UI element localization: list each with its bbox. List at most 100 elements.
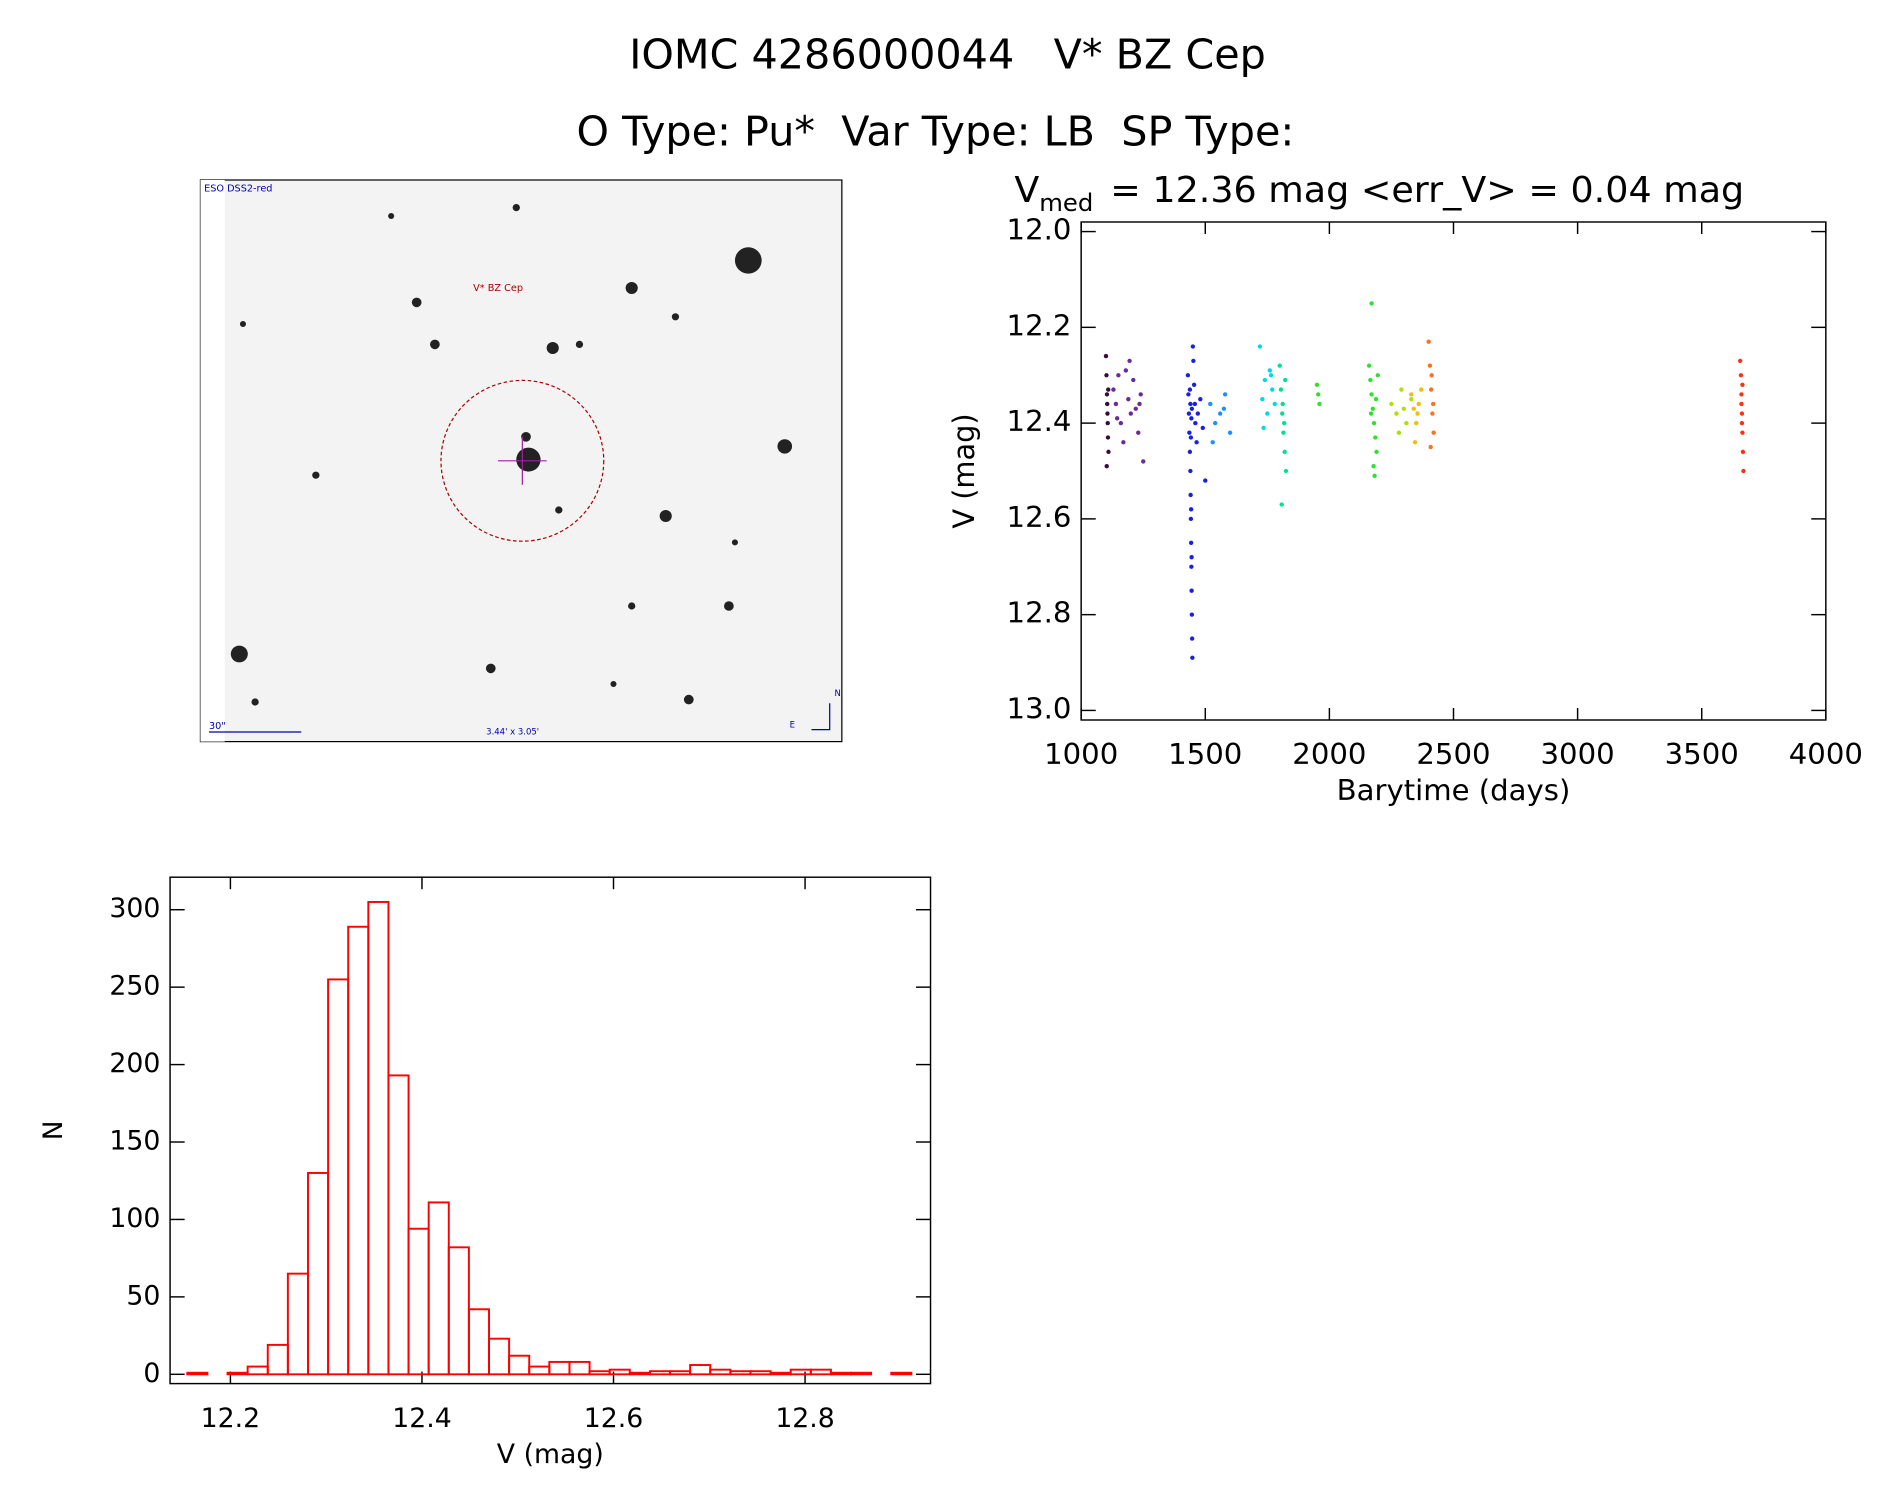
data-point (1133, 406, 1138, 411)
title: IOMC 4286000044 V* BZ Cep (629, 31, 1266, 79)
data-point (1188, 492, 1193, 498)
data-point (1185, 373, 1191, 378)
data-point (1409, 392, 1414, 397)
x-tick-label: 12.4 (392, 1403, 451, 1434)
data-point (1105, 411, 1110, 416)
data-point (1198, 397, 1203, 402)
data-point (1277, 363, 1282, 368)
hist-bar (226, 1371, 249, 1376)
data-point (1267, 368, 1272, 373)
hist-bar (186, 1371, 209, 1376)
hist-bar (769, 1371, 792, 1376)
x-tick-label: 4000 (1789, 737, 1863, 771)
data-point (1222, 392, 1228, 397)
data-point (1191, 358, 1196, 364)
y-tick-label: 250 (109, 971, 160, 1002)
scale-label: 30" (209, 721, 226, 732)
data-point (1282, 449, 1287, 455)
data-point (1105, 435, 1111, 440)
data-point (1429, 373, 1434, 378)
data-point (1739, 420, 1745, 426)
data-point (1373, 435, 1378, 440)
x-tick-label: 2000 (1292, 737, 1366, 771)
size-label: 3.44' x 3.05' (486, 727, 539, 737)
data-point (1412, 440, 1418, 445)
data-point (1105, 401, 1110, 407)
data-point (1270, 387, 1275, 392)
data-point (1281, 430, 1286, 435)
hist-bar (729, 1370, 752, 1376)
data-point (1430, 401, 1436, 407)
data-point (1210, 440, 1215, 445)
data-point (1389, 401, 1394, 407)
x-tick-label: 12.6 (584, 1403, 643, 1434)
data-point (1189, 416, 1194, 421)
hist-bar (749, 1370, 772, 1376)
survey-label: ESO DSS2-red (204, 183, 272, 194)
data-point (1186, 411, 1192, 416)
hist-bar (427, 1201, 450, 1376)
data-point (1278, 387, 1284, 392)
data-point (1188, 540, 1194, 545)
data-point (1428, 387, 1434, 392)
data-point (1369, 301, 1374, 306)
data-point (1739, 411, 1745, 416)
plot-frame (1080, 221, 1827, 721)
data-point (1103, 353, 1109, 359)
hist-bar (829, 1371, 853, 1376)
data-point (1188, 516, 1194, 522)
y-tick-label: 12.2 (1007, 308, 1072, 342)
y-tick-label: 150 (109, 1126, 160, 1157)
data-point (1114, 416, 1120, 421)
data-point (1213, 420, 1218, 426)
data-point (1141, 459, 1146, 464)
data-point (1372, 473, 1377, 478)
data-point (1123, 368, 1129, 373)
data-point (1138, 392, 1143, 397)
x-tick-label: 12.8 (775, 1403, 834, 1434)
data-point (1257, 344, 1263, 349)
data-point (1187, 387, 1193, 392)
y-tick-label: 0 (143, 1358, 160, 1389)
data-point (1189, 636, 1195, 641)
data-point (1282, 420, 1287, 426)
y-tick-label: 13.0 (1007, 692, 1072, 726)
data-point (1192, 401, 1198, 407)
data-point (1194, 440, 1199, 445)
x-tick-label: 1500 (1168, 737, 1242, 771)
y-tick-label: 50 (126, 1280, 160, 1311)
data-point (1419, 387, 1424, 392)
hist-bar (407, 1227, 430, 1376)
data-point (1430, 411, 1435, 416)
data-point (1416, 401, 1421, 407)
y-tick-label: 12.6 (1007, 500, 1072, 534)
target-label: V* BZ Cep (473, 283, 523, 294)
data-point (1189, 564, 1194, 569)
x-tick-label: 3000 (1541, 737, 1615, 771)
data-point (1317, 401, 1322, 407)
title-subscript: med (1039, 189, 1093, 217)
data-point (1414, 420, 1419, 426)
y-axis-label: V (mag) (947, 413, 981, 528)
data-point (1409, 397, 1414, 402)
stars (230, 204, 793, 706)
data-point (1396, 430, 1402, 435)
data-point (1369, 392, 1374, 397)
data-point (1415, 411, 1420, 416)
data-point (1189, 612, 1195, 617)
data-point (1739, 392, 1744, 397)
title-text: = 12.36 mag <err_V> = 0.04 mag (1110, 168, 1744, 211)
data-point (1203, 478, 1208, 483)
hist-bar (447, 1246, 470, 1376)
hist-bar (608, 1368, 631, 1376)
data-point (1283, 468, 1289, 474)
subtitle: O Type: Pu* Var Type: LB SP Type: (577, 108, 1295, 156)
y-tick-label: 300 (109, 893, 160, 924)
x-axis-label: V (mag) (497, 1439, 604, 1470)
y-tick-label: 12.4 (1007, 404, 1072, 438)
data-point (1280, 411, 1285, 416)
plot-title: Vmed = 12.36 mag <err_V> = 0.04 mag (1014, 168, 1744, 217)
data-point (1105, 420, 1110, 426)
hist-bar (890, 1371, 913, 1376)
data-point (1738, 373, 1744, 378)
